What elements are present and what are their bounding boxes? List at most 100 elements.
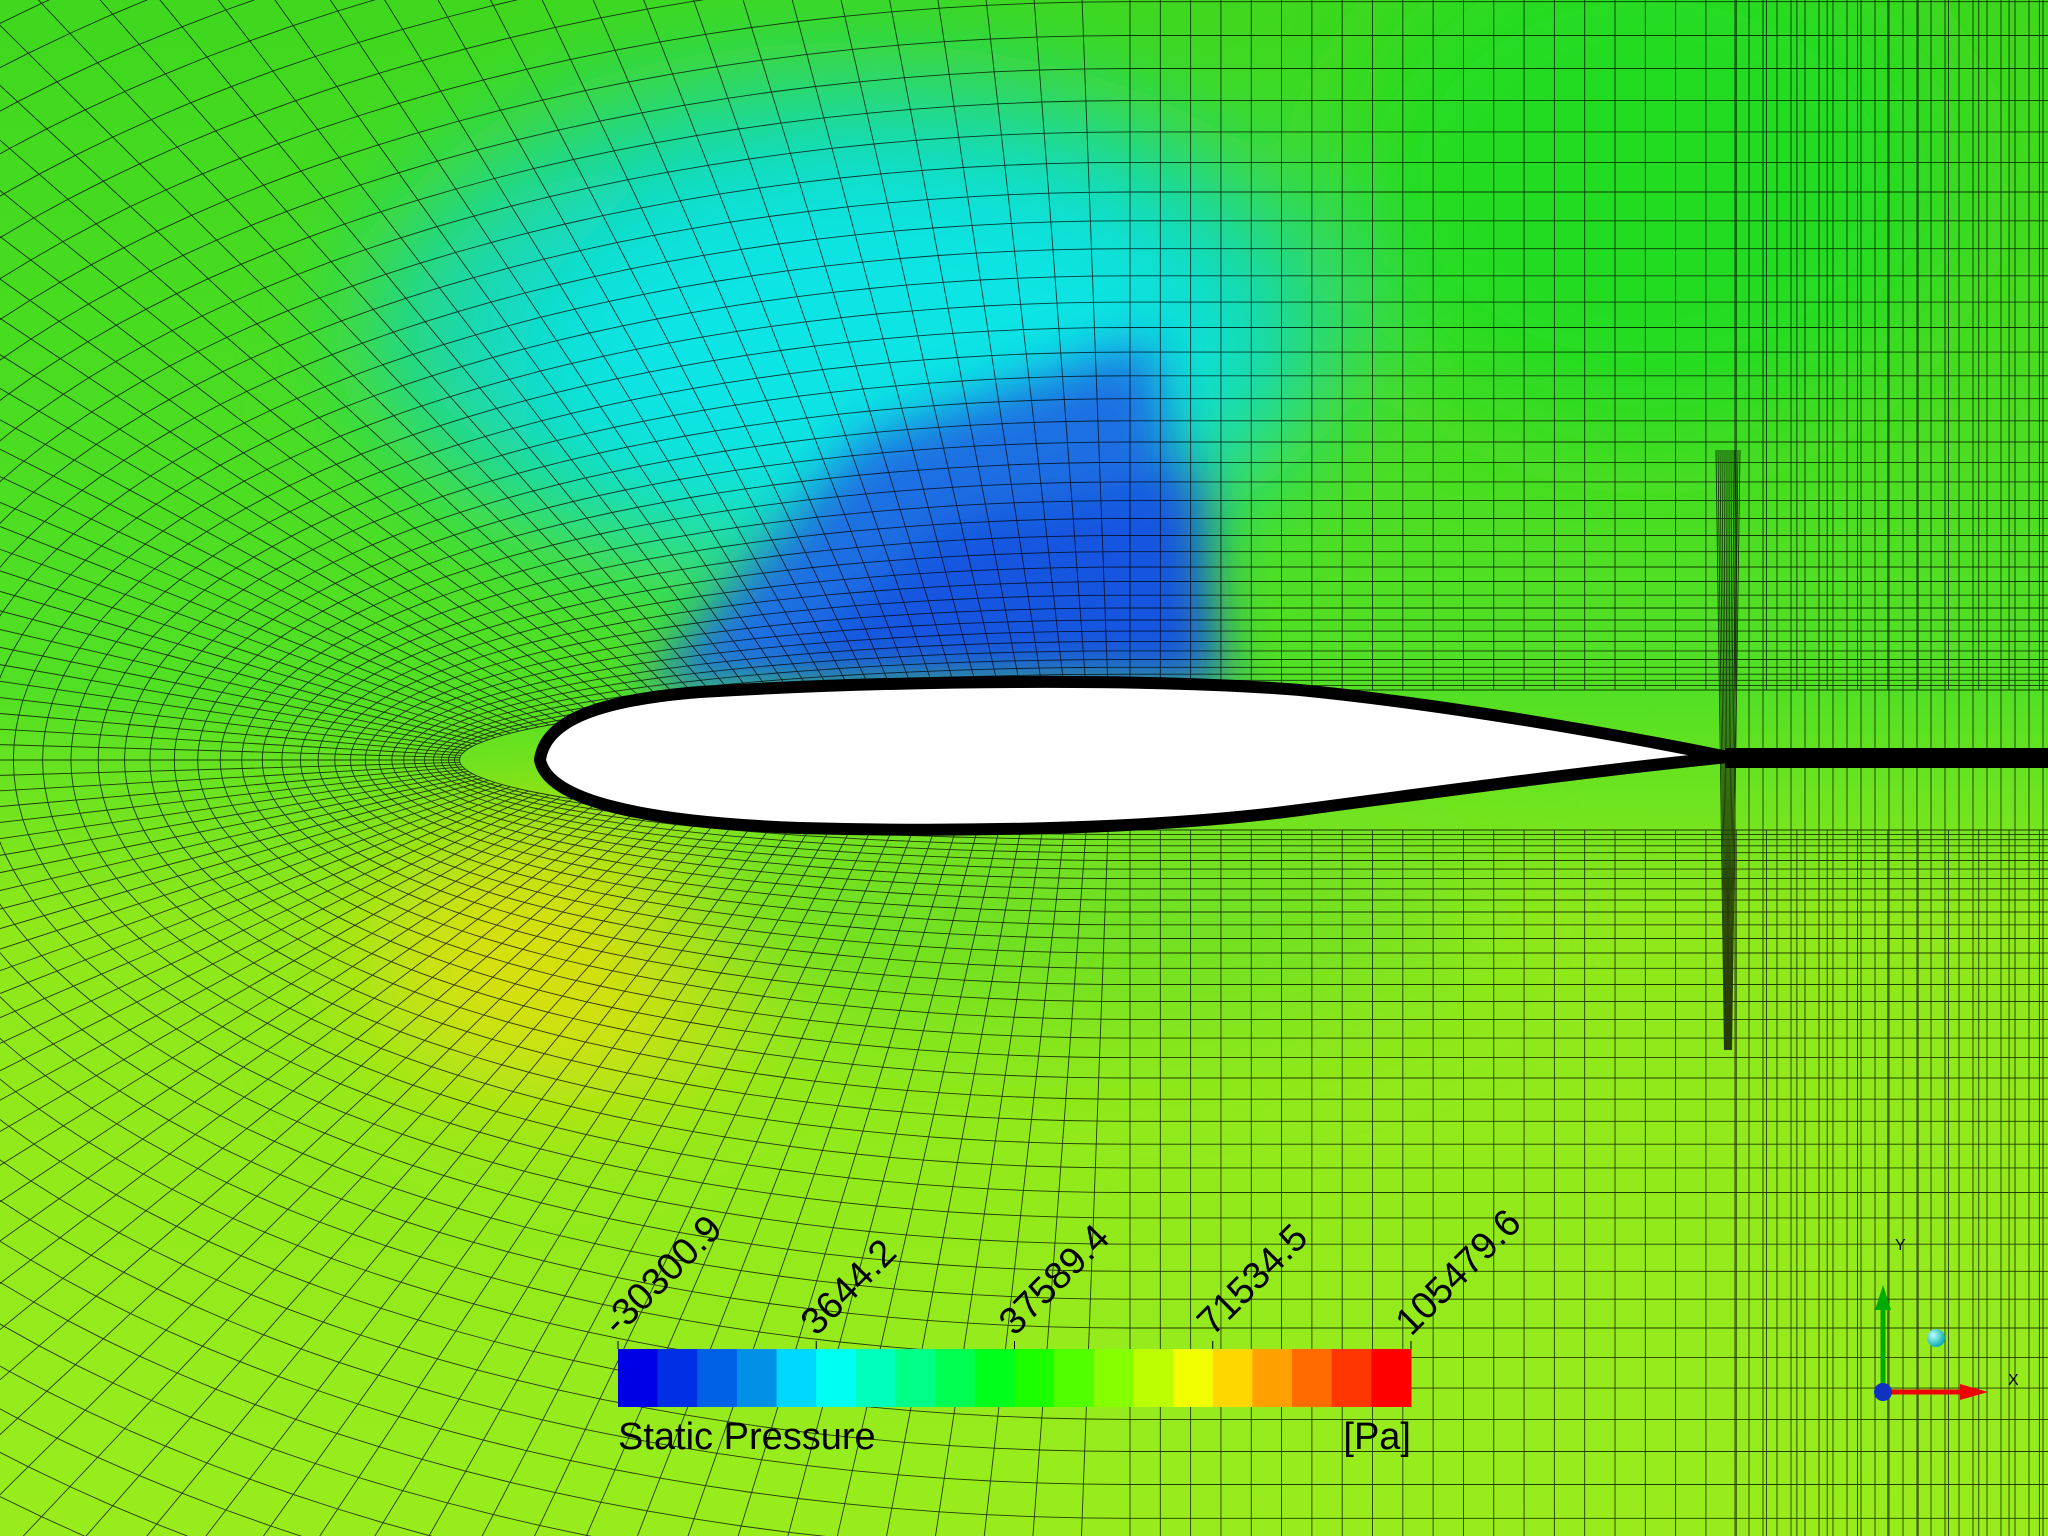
mesh-line <box>0 809 657 1381</box>
mesh-line <box>0 354 586 720</box>
mesh-line <box>0 68 2048 1452</box>
mesh-line <box>329 0 796 700</box>
mesh-line <box>0 768 466 823</box>
mesh-line <box>0 812 689 1496</box>
colorbar-band <box>935 1349 976 1407</box>
mesh-line <box>0 796 561 1101</box>
mesh-line <box>489 0 854 697</box>
mesh-line <box>687 826 936 1536</box>
colorbar-band <box>1252 1349 1293 1407</box>
mesh-line <box>0 448 550 726</box>
mesh-line <box>0 419 561 724</box>
mesh-line <box>437 0 834 698</box>
origin <box>1874 1383 1892 1401</box>
colorbar-band <box>776 1349 817 1407</box>
mesh-line <box>0 526 520 732</box>
colorbar-band <box>618 1349 659 1407</box>
mesh-line <box>0 790 529 1019</box>
mesh-line <box>935 829 1043 1536</box>
mesh-line <box>262 819 777 1536</box>
mesh-line <box>0 570 503 736</box>
mesh-line <box>319 820 796 1536</box>
mesh-line <box>0 84 672 710</box>
mesh-line <box>0 773 473 856</box>
mesh-line <box>0 775 478 874</box>
colorbar-band <box>1371 1349 1412 1407</box>
mesh-line <box>0 766 463 807</box>
colorbar-band <box>1093 1349 1134 1407</box>
mesh-line <box>0 610 489 741</box>
mesh-line <box>0 697 466 752</box>
mesh-line <box>146 816 740 1536</box>
mesh-line <box>0 220 2048 1300</box>
colorbar-band <box>895 1349 936 1407</box>
mesh-line <box>0 802 599 1203</box>
mesh-line <box>22 813 705 1536</box>
mesh-line <box>0 664 473 747</box>
y-axis-label: Y <box>1895 1237 1906 1254</box>
mesh-line <box>693 0 936 694</box>
mesh-line <box>0 278 612 716</box>
mesh-line <box>0 680 469 750</box>
mesh-line <box>737 827 957 1536</box>
colorbar-band <box>816 1349 857 1407</box>
mesh-line <box>0 807 641 1331</box>
mesh-line <box>836 828 1000 1536</box>
mesh-line <box>0 728 461 756</box>
mesh-line <box>0 590 496 738</box>
mesh-line <box>1721 449 1727 1051</box>
mesh-line <box>0 784 503 950</box>
colorbar-band <box>1212 1349 1253 1407</box>
mesh-line <box>787 828 979 1536</box>
mesh-line <box>585 825 895 1536</box>
mesh-line <box>0 713 463 754</box>
mesh-line <box>0 794 550 1072</box>
mesh-line <box>0 387 573 722</box>
mesh-line <box>983 829 1065 1536</box>
mesh-line <box>1081 829 1109 1536</box>
mesh-line <box>0 646 478 745</box>
mesh-line <box>159 0 740 704</box>
mesh-line <box>636 826 915 1536</box>
mesh-line <box>643 0 915 694</box>
colorbar-band <box>697 1349 738 1407</box>
mesh-line <box>1032 829 1087 1536</box>
mesh-line <box>0 792 539 1044</box>
mesh-line <box>0 248 2048 1272</box>
mesh-line <box>742 0 957 693</box>
mesh-line <box>205 817 758 1536</box>
mesh-line <box>85 815 723 1536</box>
mesh-line <box>592 0 895 695</box>
colorbar-band <box>1054 1349 1095 1407</box>
mesh-line <box>0 24 689 708</box>
axis-triad: Y X <box>1874 1237 2019 1401</box>
mesh-line <box>0 629 483 743</box>
mesh-line <box>0 35 2048 1485</box>
mesh-line <box>0 100 2048 1420</box>
mesh-line <box>0 139 657 711</box>
mesh-line <box>0 786 511 972</box>
mesh-line <box>374 821 815 1536</box>
wake-mesh <box>1725 748 2048 768</box>
mesh-line <box>1081 0 1109 691</box>
mesh-line <box>0 189 641 713</box>
mesh-line <box>384 0 815 699</box>
mesh-line <box>0 777 483 891</box>
mesh-line <box>217 0 758 703</box>
low-pressure-zone <box>640 340 1230 690</box>
view-sphere <box>1927 1329 1945 1347</box>
airfoil <box>533 675 1730 836</box>
colorbar-band <box>1331 1349 1372 1407</box>
mesh-line <box>0 810 672 1436</box>
mesh-line <box>0 770 469 840</box>
mesh-line <box>886 828 1022 1536</box>
mesh-line <box>37 0 705 707</box>
legend-title: Static Pressure <box>618 1416 876 1458</box>
mesh-line <box>791 0 979 692</box>
mesh-line <box>274 0 777 701</box>
mesh-line <box>0 744 460 759</box>
mesh-line <box>541 0 874 696</box>
